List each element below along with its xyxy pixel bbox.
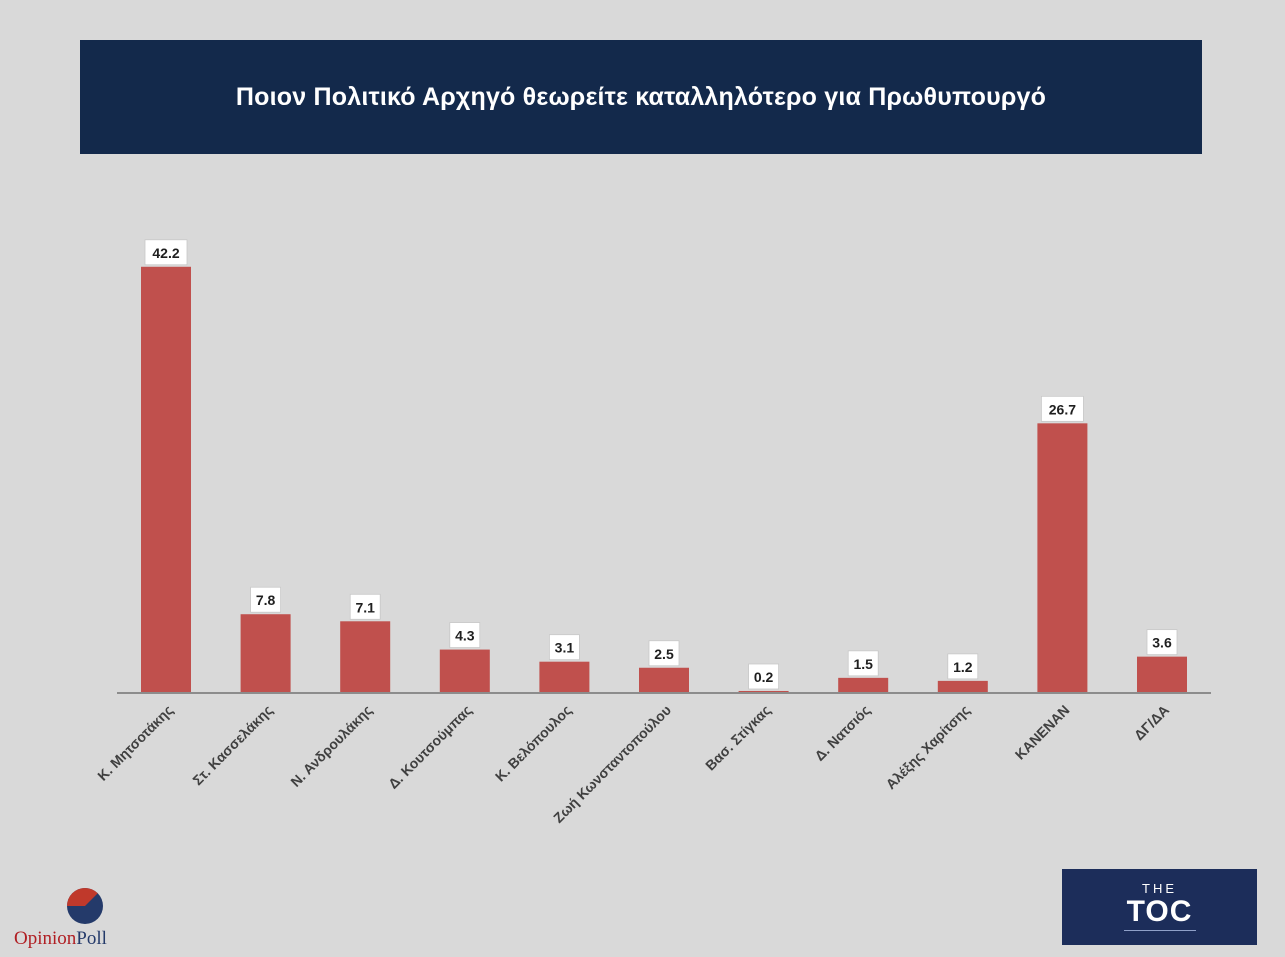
category-label: Δ. Κουτσούμπας — [385, 702, 475, 792]
data-label-box — [449, 622, 481, 648]
data-label-box — [1146, 629, 1178, 656]
bar — [937, 680, 988, 693]
category-label: Κ. Βελόπουλος — [492, 702, 575, 785]
category-label: Κ. Μητσοτάκης — [94, 702, 176, 784]
data-label-box — [1041, 395, 1084, 422]
bar — [240, 614, 291, 693]
bar — [141, 266, 191, 693]
data-label: 42.2 — [152, 245, 179, 261]
thetoc-logo-underline — [1124, 930, 1196, 931]
category-label: ΔΓ/ΔΑ — [1131, 702, 1172, 743]
data-label: 0.2 — [754, 669, 774, 685]
data-label: 3.1 — [555, 640, 575, 656]
data-label-box — [748, 663, 779, 690]
data-label-box — [549, 634, 580, 661]
data-label-box — [947, 653, 979, 680]
bar — [838, 677, 889, 693]
data-label-box — [648, 640, 680, 667]
category-label: Ζωή Κωνσταντοπούλου — [550, 702, 674, 826]
category-label: Ν. Ανδρουλάκης — [287, 702, 375, 790]
data-label: 7.1 — [355, 599, 375, 615]
data-label: 4.3 — [455, 628, 475, 644]
opinionpoll-logo: OpinionPoll — [12, 884, 142, 950]
data-label-box — [349, 593, 381, 620]
category-label: Στ. Κασσελάκης — [189, 702, 275, 788]
bar — [340, 621, 391, 693]
thetoc-logo-the: THE — [1142, 881, 1177, 896]
bar — [1137, 656, 1187, 693]
chart-title-banner: Ποιον Πολιτικό Αρχηγό θεωρείτε καταλληλό… — [80, 40, 1202, 154]
bar — [439, 649, 490, 693]
chart-title: Ποιον Πολιτικό Αρχηγό θεωρείτε καταλληλό… — [235, 82, 1047, 111]
thetoc-logo: THE TOC — [1062, 869, 1257, 945]
category-label: Βασ. Στίγκας — [702, 702, 774, 774]
data-label-box — [250, 586, 282, 613]
data-label: 1.2 — [953, 659, 973, 675]
bar — [1037, 423, 1088, 693]
category-label: Δ. Νατσιός — [811, 702, 873, 764]
data-label: 1.5 — [853, 656, 873, 672]
category-label: Αλέξης Χαρίτσης — [882, 702, 972, 792]
category-label: ΚΑΝΕΝΑΝ — [1012, 702, 1073, 763]
bar — [539, 661, 590, 693]
data-label: 7.8 — [256, 592, 276, 608]
thetoc-logo-toc: TOC — [1126, 895, 1193, 928]
data-label-box — [144, 239, 188, 266]
data-label: 2.5 — [654, 646, 674, 662]
data-label-box — [847, 650, 879, 677]
data-label: 3.6 — [1152, 635, 1172, 651]
bar — [639, 667, 689, 693]
bar — [738, 690, 789, 693]
opinionpoll-logo-text: OpinionPoll — [14, 928, 107, 949]
data-label: 26.7 — [1049, 401, 1076, 417]
opinionpoll-logo-icon — [67, 888, 103, 924]
